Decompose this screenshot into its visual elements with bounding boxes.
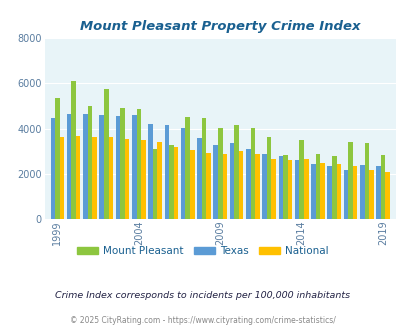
Bar [380,155,384,219]
Text: © 2025 CityRating.com - https://www.cityrating.com/crime-statistics/: © 2025 CityRating.com - https://www.city… [70,316,335,325]
Bar [60,137,64,219]
Bar [76,136,80,219]
Bar [229,144,234,219]
Bar [148,124,152,219]
Bar [250,128,254,219]
Bar [206,152,210,219]
Bar [375,166,380,219]
Bar [310,164,315,219]
Bar [368,170,373,219]
Bar [359,165,364,219]
Bar [55,98,60,219]
Bar [173,147,178,219]
Text: Crime Index corresponds to incidents per 100,000 inhabitants: Crime Index corresponds to incidents per… [55,291,350,300]
Bar [201,118,206,219]
Bar [71,81,76,219]
Bar [254,154,259,219]
Bar [326,166,331,219]
Bar [136,110,141,219]
Title: Mount Pleasant Property Crime Index: Mount Pleasant Property Crime Index [80,19,360,33]
Bar [364,144,368,219]
Bar [282,155,287,219]
Bar [83,114,87,219]
Bar [278,156,282,219]
Bar [384,172,389,219]
Bar [266,137,271,219]
Bar [180,128,185,219]
Bar [238,151,243,219]
Bar [169,145,173,219]
Bar [336,164,340,219]
Bar [320,163,324,219]
Bar [245,149,250,219]
Bar [108,137,113,219]
Bar [217,128,222,219]
Bar [157,142,162,219]
Bar [164,125,169,219]
Bar [343,170,347,219]
Bar [99,115,104,219]
Bar [287,160,292,219]
Bar [262,154,266,219]
Bar [234,125,238,219]
Bar [185,117,190,219]
Bar [104,89,108,219]
Bar [347,142,352,219]
Bar [87,106,92,219]
Bar [67,114,71,219]
Bar [132,115,136,219]
Bar [331,156,336,219]
Bar [303,159,308,219]
Bar [352,166,356,219]
Bar [124,139,129,219]
Bar [294,160,298,219]
Bar [152,149,157,219]
Bar [115,116,120,219]
Legend: Mount Pleasant, Texas, National: Mount Pleasant, Texas, National [73,242,332,260]
Bar [92,137,96,219]
Bar [298,140,303,219]
Bar [222,154,226,219]
Bar [120,108,124,219]
Bar [141,140,145,219]
Bar [315,154,320,219]
Bar [197,138,201,219]
Bar [213,145,217,219]
Bar [190,150,194,219]
Bar [50,118,55,219]
Bar [271,159,275,219]
